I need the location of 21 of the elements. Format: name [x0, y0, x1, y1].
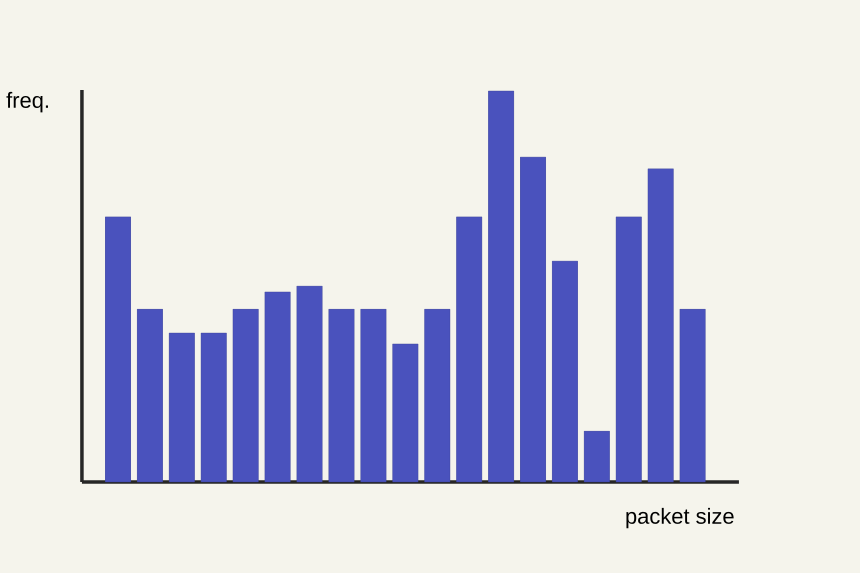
bar	[488, 90, 514, 482]
bar	[105, 216, 131, 482]
bar	[616, 216, 642, 482]
bar	[680, 308, 706, 482]
bar	[424, 308, 450, 482]
y-axis-title: freq.	[6, 92, 48, 112]
bar	[552, 260, 578, 482]
x-axis-title: packet size	[626, 508, 734, 528]
bar	[136, 308, 163, 482]
bar	[328, 308, 354, 482]
bar	[232, 308, 259, 482]
bar	[264, 292, 291, 482]
bar	[520, 156, 546, 482]
bar	[360, 308, 386, 482]
bar	[296, 286, 323, 482]
bar	[584, 430, 610, 482]
bar	[648, 168, 674, 482]
bar	[456, 216, 482, 482]
bar	[200, 332, 227, 482]
bar	[168, 332, 195, 482]
bar	[392, 344, 418, 482]
